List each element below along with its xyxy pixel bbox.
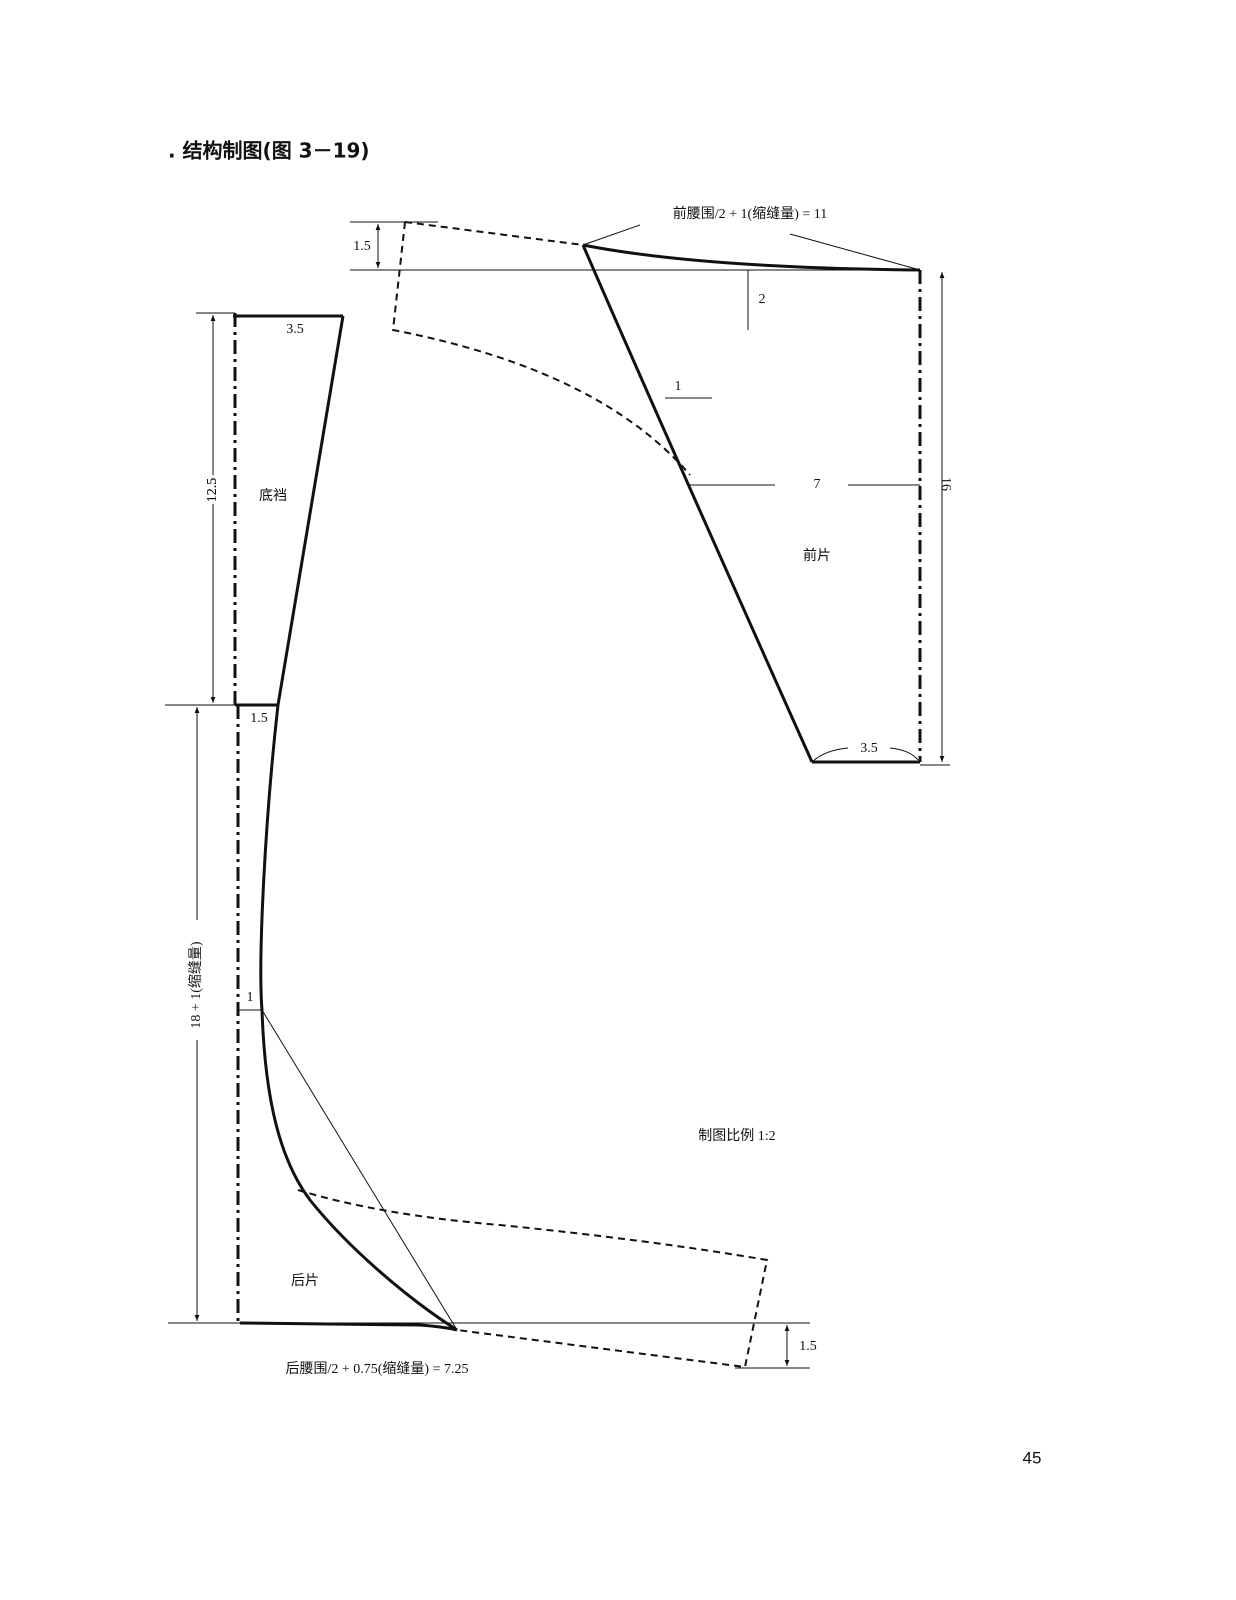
front-depth: 7: [814, 477, 821, 492]
back-piece: 18 + 1(缩缝量) 1 后片 1.5 后腰围/2 + 0.75(缩缝量) =…: [165, 704, 817, 1377]
gusset: 3.5 12.5 12.5 底裆 1.5: [196, 312, 345, 726]
gusset-length-bg: 12.5: [205, 478, 220, 503]
front-rise: 1.5: [353, 239, 371, 254]
front-drop: 2: [759, 292, 766, 307]
gusset-length: 12.5: [205, 478, 220, 503]
gusset-bottom: 1.5: [250, 711, 268, 726]
front-length: 16: [938, 477, 953, 491]
back-offset: 1: [247, 990, 254, 1005]
heading: . 结构制图(图 3－19): [168, 139, 370, 163]
back-length: 18 + 1(缩缝量): [188, 941, 204, 1029]
back-name: 后片: [291, 1273, 319, 1289]
back-rise: 1.5: [799, 1339, 817, 1354]
front-offset: 1: [675, 379, 682, 394]
front-hem: 3.5: [860, 741, 878, 756]
front-name: 前片: [803, 547, 831, 564]
scale-note: 制图比例 1:2: [698, 1128, 775, 1144]
page-number: 45: [1023, 1448, 1042, 1467]
front-piece: 前腰围/2 + 1(缩缝量) = 11 1.5 2 1 7 16 前片 3.5: [350, 205, 953, 766]
gusset-top: 3.5: [286, 322, 304, 337]
gusset-name: 底裆: [259, 488, 287, 504]
front-waist-label: 前腰围/2 + 1(缩缝量) = 11: [673, 205, 828, 222]
back-waist-label: 后腰围/2 + 0.75(缩缝量) = 7.25: [285, 1361, 468, 1377]
